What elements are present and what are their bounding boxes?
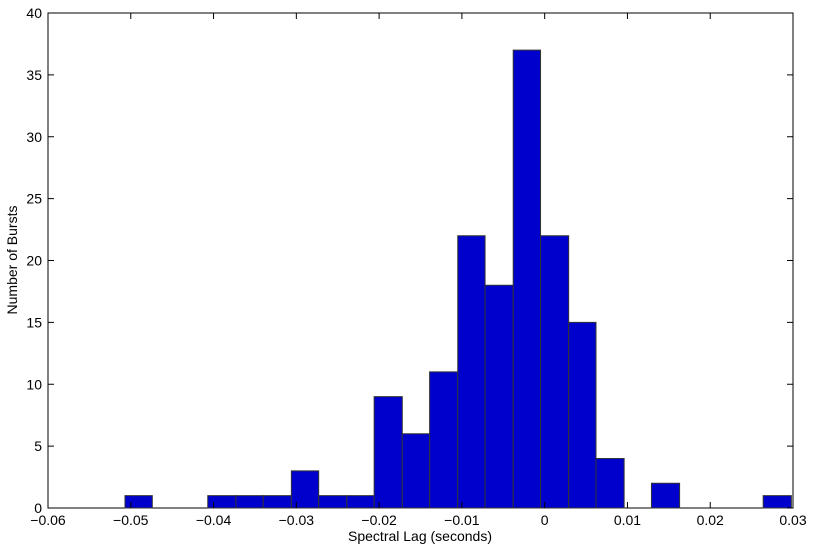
x-tick-label: 0.01 xyxy=(614,512,641,528)
x-tick-label: −0.05 xyxy=(113,512,149,528)
histogram-bar xyxy=(318,495,348,509)
histogram-bar xyxy=(401,433,431,509)
histogram-bar xyxy=(429,371,459,509)
y-tick-label: 25 xyxy=(26,191,42,207)
x-axis-label: Spectral Lag (seconds) xyxy=(348,528,492,544)
y-tick-label: 20 xyxy=(26,253,42,269)
y-tick-label: 35 xyxy=(26,67,42,83)
histogram-bar xyxy=(262,495,292,509)
y-tick-label: 5 xyxy=(34,438,42,454)
histogram-bar xyxy=(290,470,320,509)
histogram-bar xyxy=(568,321,597,509)
x-tick-label: −0.06 xyxy=(30,512,66,528)
histogram-bar xyxy=(762,495,792,509)
histogram-bar xyxy=(512,49,542,509)
histogram-bar xyxy=(207,495,237,509)
y-tick-label: 40 xyxy=(26,5,42,21)
x-tick-label: 0.03 xyxy=(779,512,806,528)
y-tick-label: 30 xyxy=(26,129,42,145)
histogram-bar xyxy=(595,458,625,509)
x-tick-label: 0.02 xyxy=(697,512,724,528)
plot-area xyxy=(47,12,794,509)
y-tick-label: 0 xyxy=(34,500,42,516)
histogram-bar xyxy=(540,235,570,509)
histogram-bar xyxy=(457,235,486,509)
histogram-bar xyxy=(373,396,403,509)
x-tick-label: −0.04 xyxy=(196,512,232,528)
histogram-bar xyxy=(124,495,153,509)
y-tick-label: 10 xyxy=(26,376,42,392)
histogram-bar xyxy=(346,495,375,509)
histogram-bar xyxy=(235,495,264,509)
y-tick-label: 15 xyxy=(26,314,42,330)
x-tick-label: −0.02 xyxy=(361,512,397,528)
histogram-bar xyxy=(484,284,514,509)
ticks-layer: −0.06 −0.05 −0.04 −0.03 −0.02 −0.01 0 0.01 0.02 0… xyxy=(26,5,806,528)
x-tick-label: 0 xyxy=(541,512,549,528)
histogram-bar xyxy=(650,482,681,509)
bars-layer xyxy=(124,49,792,509)
x-tick-label: −0.01 xyxy=(444,512,480,528)
x-tick-label: −0.03 xyxy=(279,512,315,528)
y-axis-label: Number of Bursts xyxy=(4,206,20,315)
